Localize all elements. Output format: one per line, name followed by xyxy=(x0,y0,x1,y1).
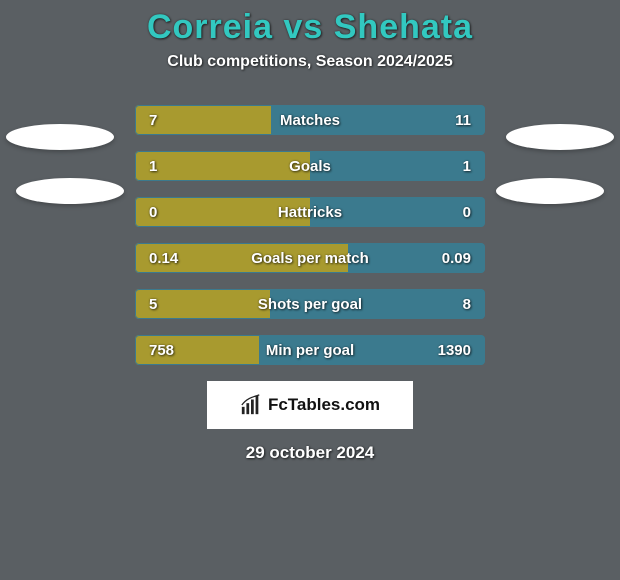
bar-right-value: 1 xyxy=(449,151,485,181)
brand-text: FcTables.com xyxy=(268,395,380,415)
bar-stat-label: Hattricks xyxy=(135,197,485,227)
bar-stat-label: Shots per goal xyxy=(135,289,485,319)
bar-left-value: 1 xyxy=(135,151,171,181)
bar-right-value: 0 xyxy=(449,197,485,227)
bar-stat-label: Matches xyxy=(135,105,485,135)
subtitle: Club competitions, Season 2024/2025 xyxy=(0,53,620,71)
bar-left-value: 0 xyxy=(135,197,171,227)
bar-right-value: 1390 xyxy=(424,335,485,365)
stat-bar-row: Hattricks0 0 xyxy=(135,197,485,227)
bar-left-value: 758 xyxy=(135,335,188,365)
player-badge-ellipse xyxy=(16,178,124,204)
stat-bar-row: Shots per goal5 8 xyxy=(135,289,485,319)
player-badge-ellipse xyxy=(496,178,604,204)
comparison-card: Correia vs Shehata Club competitions, Se… xyxy=(0,0,620,580)
bar-stat-label: Goals xyxy=(135,151,485,181)
player-badge-ellipse xyxy=(6,124,114,150)
page-title: Correia vs Shehata xyxy=(0,8,620,47)
bar-right-value: 8 xyxy=(449,289,485,319)
bar-right-value: 11 xyxy=(441,105,485,135)
bar-left-value: 0.14 xyxy=(135,243,192,273)
bar-left-value: 5 xyxy=(135,289,171,319)
stat-bar-row: Goals per match0.140.09 xyxy=(135,243,485,273)
bars-growth-icon xyxy=(240,394,262,416)
comparison-bars: Matches711Goals11Hattricks00Goals per ma… xyxy=(135,105,485,365)
bar-left-value: 7 xyxy=(135,105,171,135)
date-label: 29 october 2024 xyxy=(0,443,620,463)
stat-bar-row: Matches7 11 xyxy=(135,105,485,135)
player-badge-ellipse xyxy=(506,124,614,150)
brand-box: FcTables.com xyxy=(207,381,413,429)
bar-right-value: 0.09 xyxy=(428,243,485,273)
stat-bar-row: Goals1 1 xyxy=(135,151,485,181)
stat-bar-row: Min per goal7581390 xyxy=(135,335,485,365)
